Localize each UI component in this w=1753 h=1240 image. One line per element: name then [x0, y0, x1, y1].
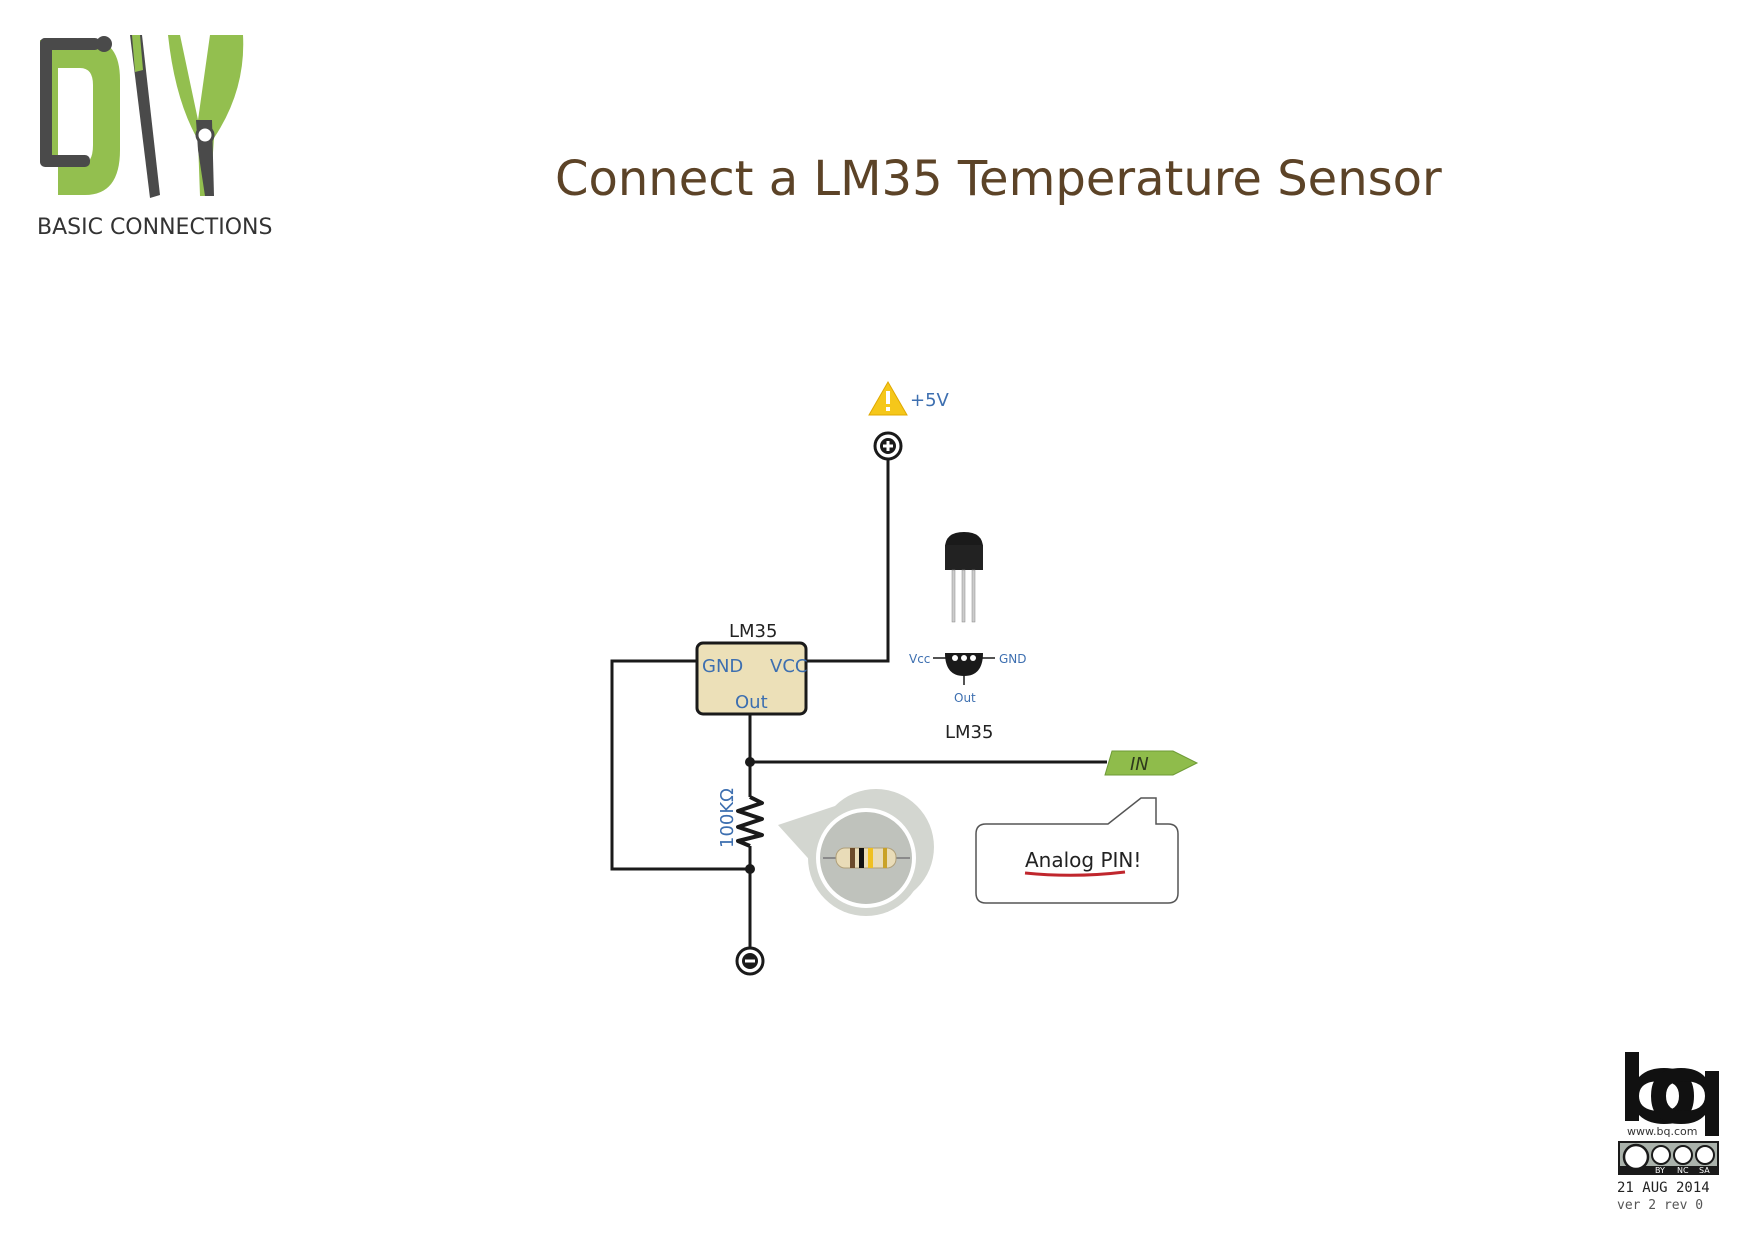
- schematic-wires: [610, 459, 1107, 947]
- pinout-bottom-view-icon: [933, 653, 995, 685]
- to92-package-icon: [945, 532, 983, 623]
- pinout-out: Out: [954, 691, 976, 705]
- junction-dot: [745, 864, 755, 874]
- pinout-vcc: Vcc: [909, 652, 930, 666]
- resistor-callout: [778, 789, 934, 916]
- supply-label: +5V: [910, 390, 950, 411]
- cc-icon: [1622, 1143, 1650, 1171]
- resistor-value: 100KΩ: [717, 788, 738, 848]
- pinout-name: LM35: [945, 722, 993, 743]
- diy-logo: BASIC CONNECTIONS: [37, 35, 272, 240]
- warning-icon: [868, 380, 908, 416]
- chip-pin-out: Out: [735, 692, 768, 713]
- page-title: Connect a LM35 Temperature Sensor: [555, 151, 1442, 207]
- pinout-gnd: GND: [999, 652, 1027, 666]
- chip-pin-vcc: VCC: [770, 656, 807, 677]
- logo-pliers: [168, 35, 244, 196]
- resistor-photo-icon: [823, 847, 910, 869]
- license-sa: SA: [1699, 1166, 1710, 1175]
- logo-clamp: [40, 38, 100, 50]
- analog-in-tag: [1104, 750, 1199, 776]
- bq-url: www.bq.com: [1627, 1125, 1697, 1138]
- chip-pin-gnd: GND: [702, 656, 743, 677]
- resistor-symbol: [736, 795, 764, 848]
- license-by: BY: [1655, 1166, 1665, 1175]
- positive-terminal-icon: [873, 431, 903, 461]
- note-bubble: [975, 797, 1179, 904]
- chip-name: LM35: [729, 621, 777, 642]
- logo-letter-d: [40, 40, 120, 195]
- sa-icon: [1695, 1145, 1715, 1165]
- nc-icon: [1673, 1145, 1693, 1165]
- cc-license-badge: BY NC SA: [1618, 1141, 1719, 1175]
- logo-screwdriver: [130, 35, 160, 198]
- in-tag-label: IN: [1130, 754, 1149, 775]
- bq-logo: [1625, 1052, 1719, 1136]
- footer-date: 21 AUG 2014: [1617, 1180, 1710, 1196]
- logo-caption: BASIC CONNECTIONS: [37, 215, 272, 240]
- note-text: Analog PIN!: [1025, 848, 1141, 872]
- negative-terminal-icon: [735, 946, 765, 976]
- footer-version: ver 2 rev 0: [1617, 1198, 1703, 1213]
- by-icon: [1651, 1145, 1671, 1165]
- lm35-chip: [695, 641, 808, 716]
- junction-dot: [745, 757, 755, 767]
- note-underline: [1024, 870, 1126, 877]
- license-nc: NC: [1677, 1166, 1689, 1175]
